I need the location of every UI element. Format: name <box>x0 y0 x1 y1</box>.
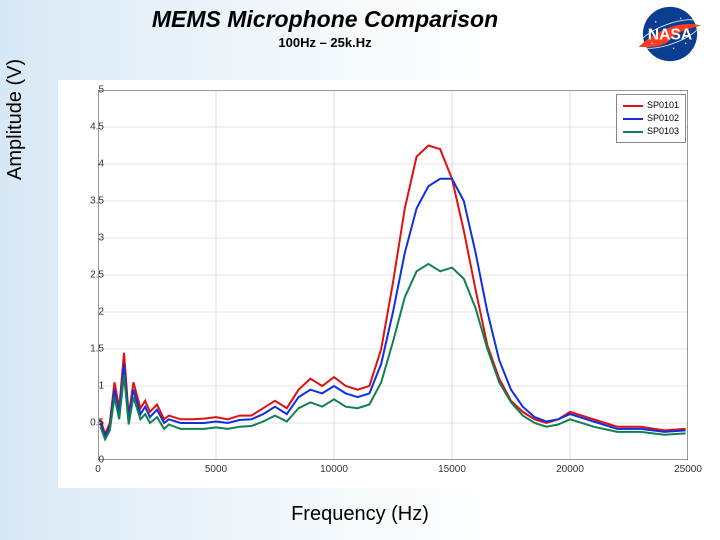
legend-swatch <box>623 105 643 107</box>
legend-swatch <box>623 118 643 120</box>
logo-text: NASA <box>648 27 693 44</box>
legend-item: SP0102 <box>623 112 679 125</box>
series-SP0101 <box>100 146 685 435</box>
nasa-logo: NASA <box>634 4 706 64</box>
chart-legend: SP0101SP0102SP0103 <box>616 94 686 143</box>
y-tick-label: 2 <box>74 307 104 318</box>
x-tick-label: 10000 <box>320 464 348 475</box>
y-tick-label: 3 <box>74 233 104 244</box>
x-tick-label: 25000 <box>674 464 702 475</box>
slide: MEMS Microphone Comparison 100Hz – 25k.H… <box>0 0 720 540</box>
y-tick-label: 3.5 <box>74 196 104 207</box>
y-tick-label: 2.5 <box>74 270 104 281</box>
y-tick-label: 0.5 <box>74 418 104 429</box>
y-tick-label: 1 <box>74 381 104 392</box>
x-tick-label: 5000 <box>205 464 227 475</box>
y-axis-label: Amplitude (V) <box>4 59 27 180</box>
page-title: MEMS Microphone Comparison <box>110 6 540 33</box>
y-tick-label: 4 <box>74 159 104 170</box>
legend-label: SP0101 <box>647 99 679 112</box>
legend-item: SP0101 <box>623 99 679 112</box>
x-tick-label: 0 <box>95 464 101 475</box>
y-tick-label: 1.5 <box>74 344 104 355</box>
chart-area: 00.511.522.533.544.55 050001000015000200… <box>58 80 698 488</box>
legend-item: SP0103 <box>623 125 679 138</box>
x-tick-label: 20000 <box>556 464 584 475</box>
y-tick-label: 5 <box>74 85 104 96</box>
series-SP0102 <box>100 179 685 437</box>
y-tick-label: 4.5 <box>74 122 104 133</box>
page-subtitle: 100Hz – 25k.Hz <box>110 35 540 50</box>
x-axis-label: Frequency (Hz) <box>0 503 720 526</box>
legend-swatch <box>623 131 643 133</box>
legend-label: SP0103 <box>647 125 679 138</box>
x-tick-label: 15000 <box>438 464 466 475</box>
legend-label: SP0102 <box>647 112 679 125</box>
series-SP0103 <box>100 264 685 439</box>
line-chart <box>98 90 688 460</box>
